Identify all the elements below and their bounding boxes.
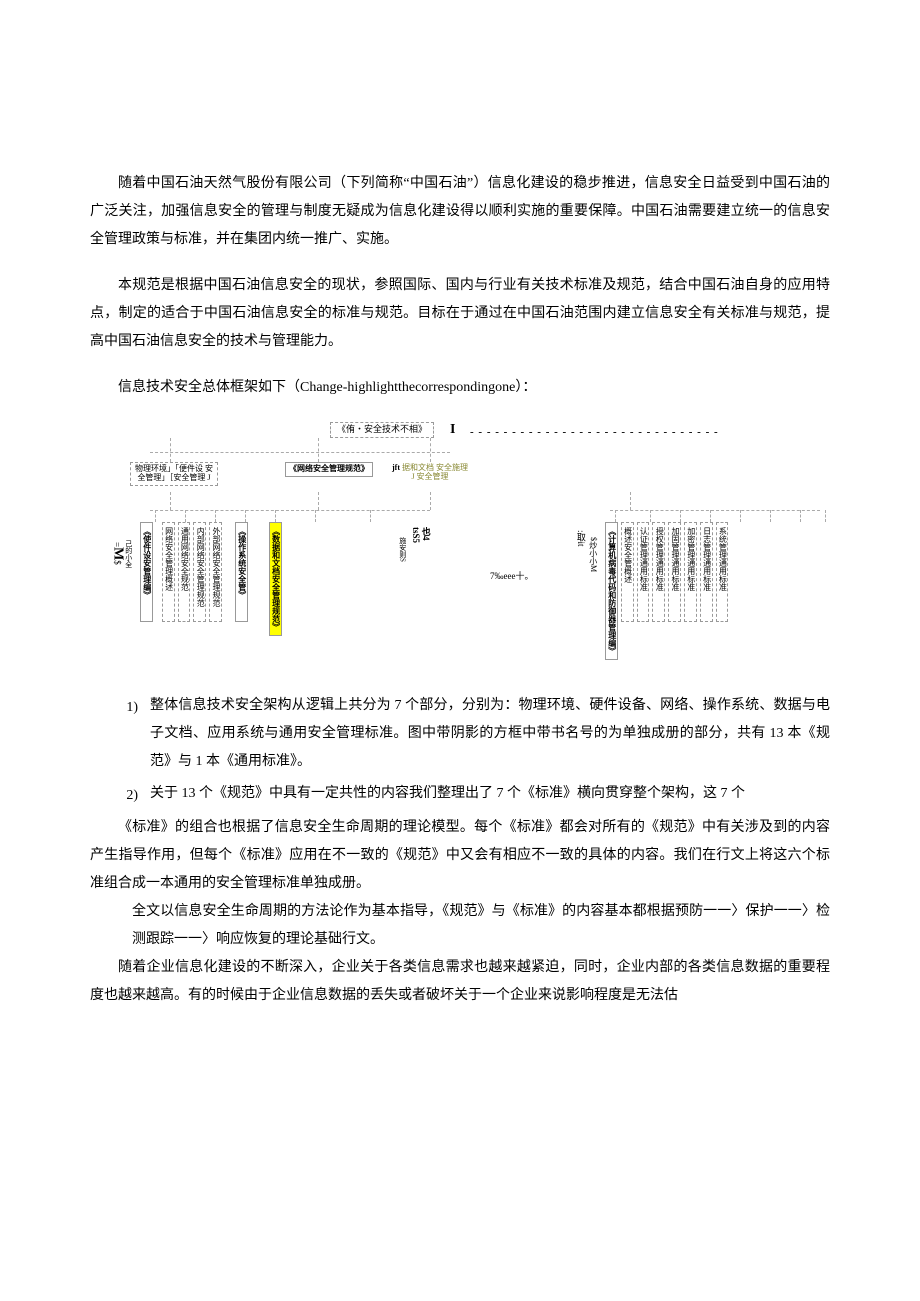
connector <box>770 510 771 522</box>
framework-diagram: 《侑・安全技术不相》 I - - - - - - - - - - - - - -… <box>90 422 830 682</box>
closing-paragraph: 随着企业信息化建设的不断深入，企业关于各类信息需求也越来越紧迫，同时，企业内部的… <box>90 954 830 1010</box>
connector <box>245 510 246 522</box>
connector <box>170 438 171 462</box>
diagram-root-separator: I <box>450 422 455 437</box>
numbered-list: 1) 整体信息技术安全架构从逻辑上共分为 7 个部分，分别为：物理环境、硬件设备… <box>90 692 830 810</box>
lvl2-c-mid: 据和文档 <box>402 463 434 472</box>
connector-horizontal <box>150 452 450 453</box>
diagram-root-dashes: - - - - - - - - - - - - - - - - - - - - … <box>470 426 719 438</box>
vbox-authz-std: 授权管理通用标准 <box>652 522 665 622</box>
vbox-overview: 概述安全管概述 <box>621 522 634 622</box>
intro-paragraph-1: 随着中国石油天然气股份有限公司（下列简称“中国石油”）信息化建设的稳步推进，信息… <box>90 170 830 254</box>
connector <box>430 438 431 462</box>
connector <box>215 510 216 522</box>
list-item-2: 2) 关于 13 个《规范》中具有一定共性的内容我们整理出了 7 个《标准》横向… <box>90 780 830 810</box>
connector <box>275 510 276 522</box>
vbox-data-doc-highlighted: 《数据和文档安全管理规范》 <box>269 522 282 636</box>
vbox-internal-net: 内部网络安全管理规范 <box>193 522 206 622</box>
list-number: 1) <box>90 692 150 776</box>
list-item-1: 1) 整体信息技术安全架构从逻辑上共分为 7 个部分，分别为：物理环境、硬件设备… <box>90 692 830 776</box>
lbl: 也4 <box>421 527 431 541</box>
diagram-right-group: 《计算机病毒代码和防御器管理编》 概述安全管概述 认证管理通用标准 授权管理通用… <box>605 522 728 660</box>
vbox-system-std: 系统管理通用标准 <box>716 522 729 622</box>
intro-paragraph-2: 本规范是根据中国石油信息安全的现状，参照国际、国内与行业有关技术标准及规范，结合… <box>90 272 830 356</box>
connector <box>825 510 826 522</box>
connector <box>155 510 156 522</box>
diagram-right-side-label: :取it <box>575 530 585 547</box>
continuation-para-2: 全文以信息安全生命周期的方法论作为基本指导，《规范》与《标准》的内容基本都根据预… <box>90 898 830 954</box>
connector <box>430 492 431 510</box>
connector <box>185 510 186 522</box>
lvl2-data-doc: jft 据和文档 安全施理 J 安全管理 <box>390 462 470 484</box>
diagram-right-side-label2: $炒小小M <box>588 537 597 572</box>
vbox-log-std: 日志管理通用标准 <box>700 522 713 622</box>
connector <box>680 510 681 522</box>
lvl2-network-security: 《网络安全管理规范》 <box>285 462 373 477</box>
lvl2-physical-env: 物理环境」「便件设 安全管理」［安全管理 J <box>130 462 218 486</box>
connector <box>650 510 651 522</box>
connector <box>800 510 801 522</box>
framework-lead: 信息技术安全总体框架如下（Change-highlightthecorrespo… <box>90 374 830 402</box>
list-text: 关于 13 个《规范》中具有一定共性的内容我们整理出了 7 个《标准》横向贯穿整… <box>150 780 830 810</box>
connector <box>740 510 741 522</box>
list-text: 整体信息技术安全架构从逻辑上共分为 7 个部分，分别为：物理环境、硬件设备、网络… <box>150 692 830 776</box>
connector <box>610 510 820 511</box>
vbox-external-net: 外部网络安全管理规范 <box>209 522 222 622</box>
connector <box>170 492 171 510</box>
connector <box>615 510 616 522</box>
connector <box>370 510 371 522</box>
lbl: :取it <box>576 530 586 547</box>
connector <box>150 510 430 511</box>
vbox-encrypt-std: 加密管理通用标准 <box>684 522 697 622</box>
document-page: 随着中国石油天然气股份有限公司（下列简称“中国石油”）信息化建设的稳步推进，信息… <box>0 0 920 1070</box>
vbox-auth-std: 认证管理通用标准 <box>637 522 650 622</box>
lbl: $ <box>112 560 122 565</box>
diagram-mid2-label: 7‰eee十。 <box>490 572 533 582</box>
vbox-os-security: 《操作系统安全管》 <box>235 522 248 622</box>
diagram-mid-side: 施安则S <box>398 537 406 562</box>
diagram-root-box: 《侑・安全技术不相》 <box>330 422 434 438</box>
connector <box>710 510 711 522</box>
lbl: tsS5 <box>411 527 421 543</box>
vbox-harden-std: 加固管理通用标准 <box>668 522 681 622</box>
continuation-para-1: 《标准》的组合也根据了信息安全生命周期的理论模型。每个《标准》都会对所有的《规范… <box>90 814 830 898</box>
vbox-virus-defense: 《计算机病毒代码和防御器管理编》 <box>605 522 618 660</box>
diagram-left-group: 《使件设安管理编》 网络安全管理概述 通用网络安全规范 内部网络安全管理规范 外… <box>140 522 282 636</box>
vbox-general-net: 通用网络安全规范 <box>178 522 191 622</box>
vbox-hardware-mgmt: 《使件设安管理编》 <box>140 522 153 622</box>
diagram-mid-label: 也4tsS5 <box>410 527 430 543</box>
lvl2-c-prefix: jft <box>392 463 400 472</box>
connector <box>630 492 631 510</box>
connector <box>315 510 316 522</box>
diagram-left-side-label2: 己的小全 <box>124 540 132 568</box>
connector <box>318 492 319 510</box>
vbox-net-overview: 网络安全管理概述 <box>162 522 175 622</box>
connector <box>318 438 319 462</box>
list-number: 2) <box>90 780 150 810</box>
